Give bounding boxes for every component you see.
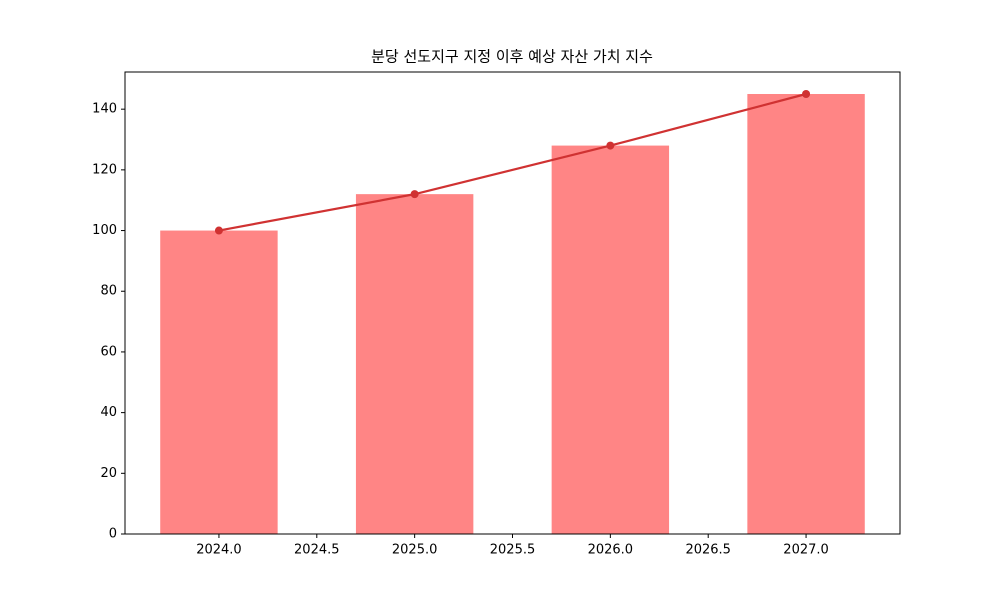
y-tick-label: 20 xyxy=(100,466,117,481)
x-tick-label: 2026.5 xyxy=(685,543,731,558)
x-tick-label: 2026.0 xyxy=(588,543,634,558)
point xyxy=(410,190,419,199)
y-tick-label: 80 xyxy=(100,284,117,299)
x-tick-label: 2025.5 xyxy=(490,543,536,558)
y-tick-label: 100 xyxy=(92,223,117,238)
x-tick-label: 2024.0 xyxy=(196,543,242,558)
bar xyxy=(747,94,865,534)
bar xyxy=(355,194,474,534)
y-tick-label: 60 xyxy=(100,344,117,359)
point xyxy=(802,90,811,98)
y-tick-label: 120 xyxy=(92,162,117,177)
bar xyxy=(551,145,670,534)
point xyxy=(606,141,615,150)
bar xyxy=(160,230,278,534)
point xyxy=(214,226,223,235)
y-tick-label: 0 xyxy=(109,527,117,542)
y-tick-label: 140 xyxy=(92,102,117,117)
x-tick-label: 2025.0 xyxy=(392,543,438,558)
x-tick-label: 2027.0 xyxy=(783,543,829,558)
line xyxy=(218,92,807,232)
chart-title: 분당 선도지구 지정 이후 예상 자산 가치 지수 xyxy=(371,48,653,66)
y-tick-label: 40 xyxy=(100,405,117,420)
x-tick-label: 2024.5 xyxy=(294,543,340,558)
